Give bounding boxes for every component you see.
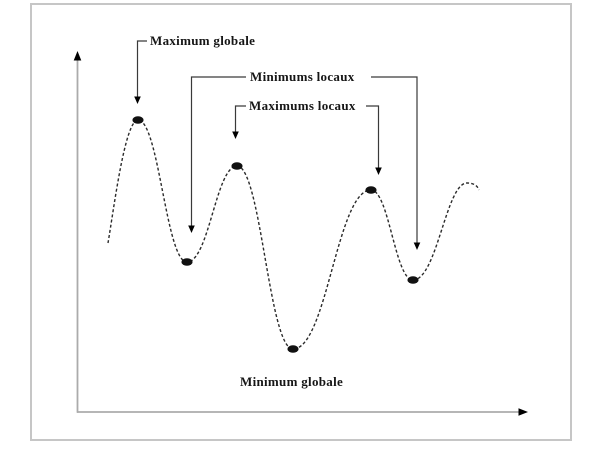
diagram-frame <box>30 3 572 441</box>
extremum-dot-local-maximum <box>365 186 377 194</box>
x-axis-arrow-icon <box>518 408 528 416</box>
extrema-markers <box>132 116 419 353</box>
leader-local-max-right <box>366 105 380 168</box>
leader-local-max-left <box>234 105 246 132</box>
extremum-dot-local-minimum <box>407 276 419 284</box>
arrow-down-local-min-right-icon <box>413 242 421 250</box>
leader-local-min-right <box>371 76 418 243</box>
axes <box>73 51 528 416</box>
y-axis-arrow-icon <box>73 51 82 61</box>
extremum-dot-global-minimum <box>287 345 299 353</box>
leader-local-min-left <box>190 76 246 226</box>
extremum-dot-global-maximum <box>132 116 144 124</box>
arrow-down-local-max-left-icon <box>232 131 239 139</box>
label-global-maximum: Maximum globale <box>150 33 256 48</box>
arrow-down-local-max-right-icon <box>375 167 382 175</box>
leader-lines <box>136 40 418 243</box>
label-global-minimum: Minimum globale <box>240 374 344 389</box>
leader-arrowheads <box>134 96 421 250</box>
arrow-down-local-min-left-icon <box>188 225 195 233</box>
leader-global-max <box>136 40 147 97</box>
function-curve <box>107 119 480 350</box>
extremum-dot-local-maximum <box>231 162 243 170</box>
extremum-dot-local-minimum <box>181 258 193 266</box>
label-local-maxima: Maximums locaux <box>249 98 356 113</box>
label-local-minima: Minimums locaux <box>250 69 355 84</box>
arrow-down-global-max-icon <box>134 96 141 104</box>
